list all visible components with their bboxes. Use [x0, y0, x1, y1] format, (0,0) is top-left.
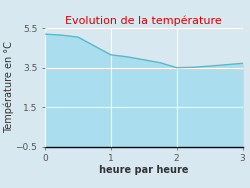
Y-axis label: Température en °C: Température en °C	[4, 42, 14, 133]
X-axis label: heure par heure: heure par heure	[99, 165, 188, 175]
Title: Evolution de la température: Evolution de la température	[66, 16, 222, 26]
